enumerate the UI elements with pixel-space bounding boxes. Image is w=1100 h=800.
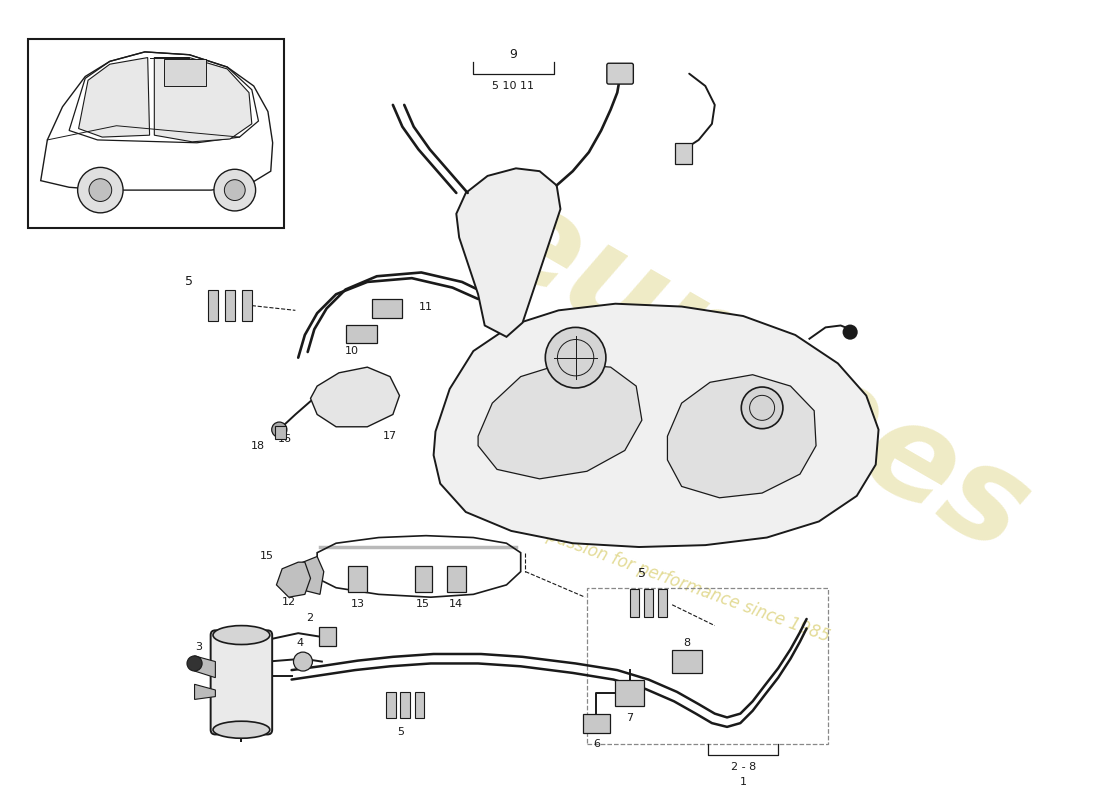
- Bar: [615, 679, 644, 706]
- Bar: [672, 650, 703, 673]
- Bar: [386, 692, 396, 718]
- Text: 13: 13: [351, 599, 365, 609]
- Text: 9: 9: [509, 48, 517, 62]
- Circle shape: [78, 167, 123, 213]
- Bar: [644, 589, 653, 617]
- Bar: [372, 299, 403, 318]
- Text: 4: 4: [297, 638, 304, 648]
- Polygon shape: [154, 58, 252, 142]
- Bar: [29, 38, 284, 228]
- Text: 15: 15: [416, 599, 430, 609]
- Text: europes: europes: [465, 170, 1049, 580]
- Text: 5: 5: [397, 726, 404, 737]
- Text: 12: 12: [282, 597, 296, 607]
- FancyBboxPatch shape: [210, 630, 272, 734]
- Text: 7: 7: [626, 714, 634, 723]
- Text: 3: 3: [196, 642, 202, 652]
- Polygon shape: [195, 684, 216, 699]
- Text: 5: 5: [638, 567, 646, 580]
- Text: a passion for performance since 1985: a passion for performance since 1985: [530, 521, 833, 646]
- Circle shape: [214, 170, 255, 211]
- Circle shape: [224, 180, 245, 201]
- Bar: [415, 692, 425, 718]
- Text: 15: 15: [260, 551, 274, 562]
- Bar: [275, 426, 286, 439]
- Bar: [400, 692, 410, 718]
- Text: 2: 2: [306, 613, 313, 623]
- Text: 16: 16: [277, 434, 292, 444]
- Bar: [629, 589, 639, 617]
- Text: 14: 14: [449, 599, 463, 609]
- Text: 6: 6: [593, 739, 600, 749]
- Text: 8: 8: [684, 638, 691, 648]
- Circle shape: [272, 422, 287, 437]
- Polygon shape: [433, 304, 879, 547]
- Bar: [583, 714, 609, 733]
- Bar: [242, 290, 252, 321]
- Circle shape: [89, 178, 112, 202]
- Text: 5: 5: [185, 275, 194, 289]
- Bar: [164, 59, 207, 86]
- Circle shape: [741, 387, 783, 429]
- Ellipse shape: [213, 626, 270, 645]
- Polygon shape: [276, 562, 310, 597]
- Polygon shape: [310, 367, 399, 426]
- Ellipse shape: [213, 722, 270, 738]
- Polygon shape: [668, 374, 816, 498]
- Bar: [415, 566, 431, 593]
- Text: 2 - 8: 2 - 8: [730, 762, 756, 772]
- Bar: [346, 326, 377, 342]
- Bar: [208, 290, 218, 321]
- Polygon shape: [456, 168, 561, 337]
- Circle shape: [546, 327, 606, 388]
- Bar: [319, 627, 337, 646]
- Text: 10: 10: [345, 346, 360, 356]
- Text: 11: 11: [418, 302, 432, 311]
- Text: 1: 1: [739, 777, 747, 787]
- Bar: [675, 142, 692, 163]
- Circle shape: [294, 652, 312, 671]
- Polygon shape: [302, 557, 323, 594]
- Polygon shape: [195, 656, 216, 678]
- Bar: [587, 588, 828, 744]
- Bar: [447, 566, 465, 593]
- Text: 5 10 11: 5 10 11: [492, 81, 535, 91]
- Bar: [226, 290, 234, 321]
- FancyBboxPatch shape: [607, 63, 634, 84]
- Polygon shape: [78, 58, 150, 137]
- Bar: [658, 589, 668, 617]
- Text: 17: 17: [383, 431, 397, 442]
- Circle shape: [843, 325, 858, 340]
- Circle shape: [187, 656, 202, 671]
- Polygon shape: [478, 363, 642, 479]
- Text: 18: 18: [251, 441, 265, 450]
- Bar: [349, 566, 367, 593]
